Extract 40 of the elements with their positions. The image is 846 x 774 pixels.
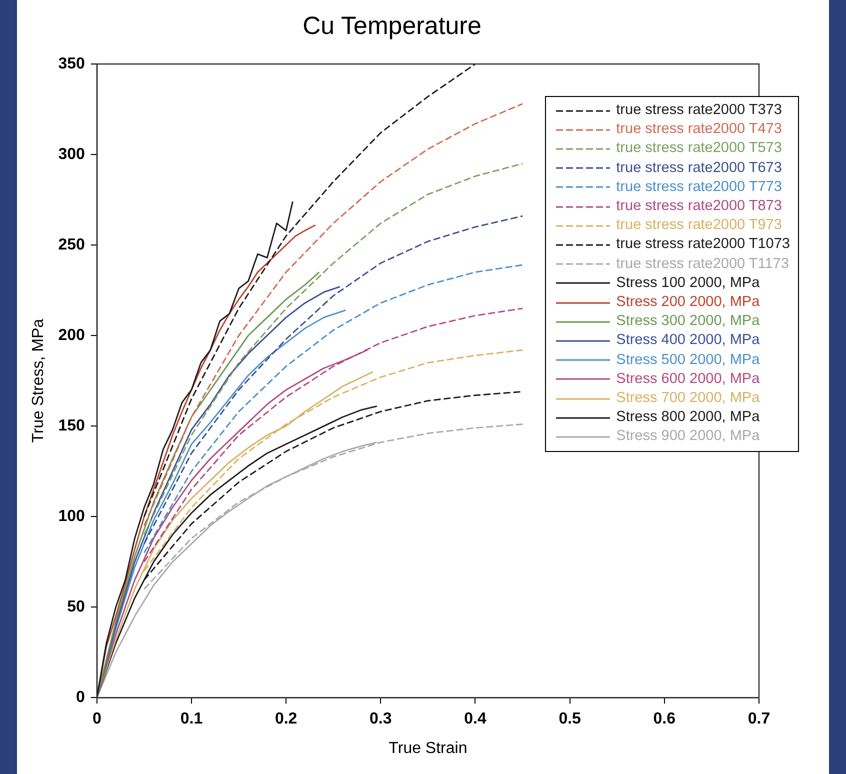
legend-label: true stress rate2000 T573: [616, 139, 782, 158]
line-series: [143, 103, 524, 526]
y-tick-label: 150: [58, 417, 85, 434]
legend-label: Stress 300 2000, MPa: [616, 312, 760, 332]
legend-label: true stress rate2000 T773: [616, 178, 782, 197]
legend-label: true stress rate2000 T873: [616, 197, 782, 216]
line-series: [143, 162, 524, 536]
x-tick-label: 0.3: [370, 710, 392, 728]
x-tick-label: 0: [92, 710, 102, 728]
legend-label: true stress rate2000 T1173: [616, 254, 789, 274]
y-tick-label: 200: [58, 326, 85, 344]
y-tick-label: 0: [76, 689, 85, 706]
x-tick-label: 0.7: [748, 710, 770, 728]
y-axis-title: True Stress, MPa: [30, 318, 48, 443]
legend-label: Stress 200 2000, MPa: [616, 293, 760, 312]
y-tick-label: 350: [58, 55, 85, 72]
legend-label: Stress 500 2000, MPa: [616, 350, 760, 370]
legend-label: Stress 100 2000, MPa: [616, 274, 760, 293]
y-tick-label: 100: [58, 508, 85, 525]
y-tick-label: 300: [58, 146, 85, 163]
x-axis-title: True Strain: [388, 740, 468, 757]
legend-label: true stress rate2000 T473: [616, 120, 782, 140]
chart-title: Cu Temperature: [302, 12, 482, 40]
legend-label: Stress 700 2000, MPa: [616, 389, 760, 408]
x-tick-label: 0.6: [653, 710, 676, 728]
legend-label: true stress rate2000 T373: [616, 101, 782, 120]
legend-label: true stress rate2000 T673: [616, 158, 782, 178]
legend-label: Stress 600 2000, MPa: [616, 370, 760, 389]
legend-label: Stress 800 2000, MPa: [616, 408, 760, 428]
legend-label: Stress 400 2000, MPa: [616, 331, 760, 350]
y-tick-label: 50: [67, 598, 85, 616]
x-tick-label: 0.5: [558, 710, 582, 728]
line-series: [143, 264, 524, 554]
legend-label: true stress rate2000 T973: [616, 216, 782, 236]
x-tick-label: 0.4: [464, 710, 486, 728]
x-tick-label: 0.1: [180, 710, 203, 728]
y-tick-label: 250: [58, 236, 85, 254]
x-tick-label: 0.2: [274, 710, 298, 728]
legend-label: Stress 900 2000, MPa: [616, 427, 760, 446]
legend-label: true stress rate2000 T1073: [616, 235, 790, 254]
